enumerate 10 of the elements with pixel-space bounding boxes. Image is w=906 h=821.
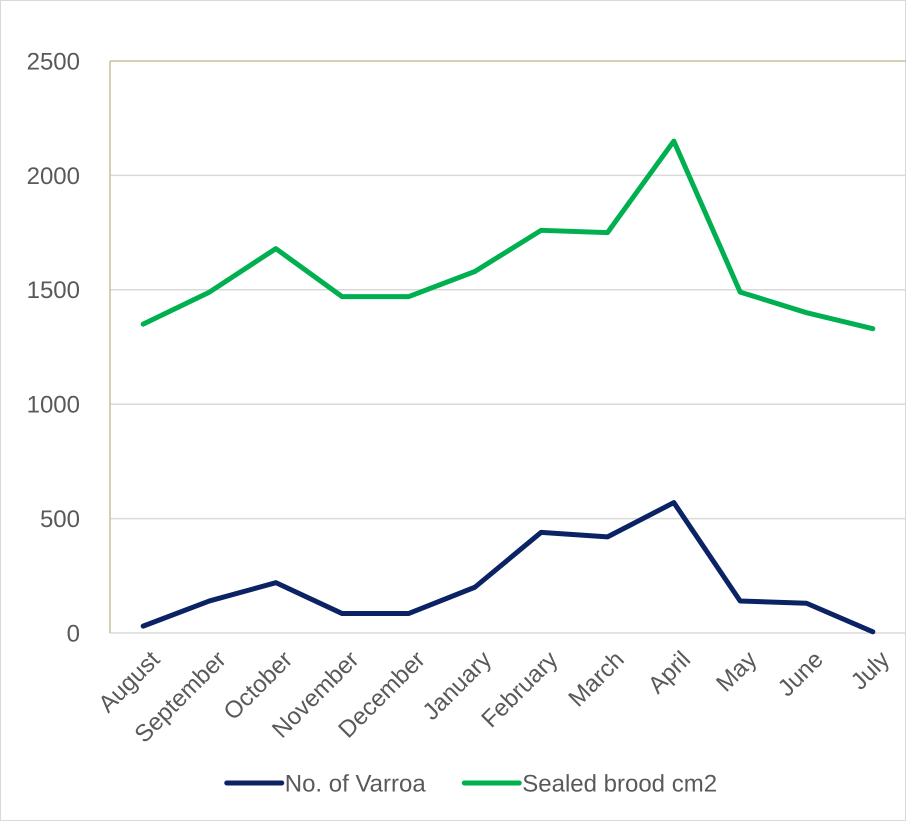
y-tick-label: 1500 — [26, 277, 80, 304]
y-tick-label: 0 — [66, 620, 80, 648]
x-tick-label: July — [846, 646, 896, 696]
y-tick-label: 2500 — [26, 48, 80, 76]
legend-label: Sealed brood cm2 — [522, 770, 718, 798]
y-tick-label: 500 — [40, 506, 80, 533]
y-tick-label: 1000 — [26, 392, 80, 419]
x-tick-label: May — [711, 646, 762, 698]
y-tick-label: 2000 — [26, 162, 80, 190]
legend-label: No. of Varroa — [284, 770, 426, 798]
